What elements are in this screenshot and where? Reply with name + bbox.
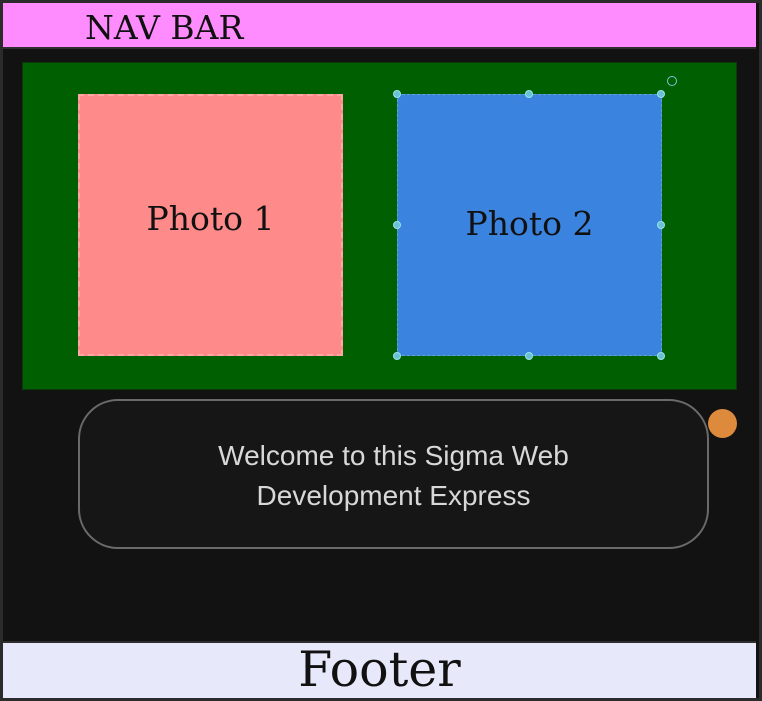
resize-handle-bottom-left[interactable]: [393, 352, 401, 360]
welcome-message-box: Welcome to this Sigma Web Development Ex…: [78, 399, 709, 549]
resize-handle-top-center[interactable]: [525, 90, 533, 98]
resize-handle-bottom-center[interactable]: [525, 352, 533, 360]
status-dot-icon: [708, 409, 737, 438]
photo-2-label: Photo 2: [465, 204, 594, 243]
photo-1-card[interactable]: Photo 1: [78, 94, 343, 356]
nav-bar[interactable]: NAV BAR: [3, 3, 756, 49]
rotate-handle-icon[interactable]: [667, 76, 677, 86]
photo-1-label: Photo 1: [146, 199, 275, 238]
resize-handle-middle-right[interactable]: [657, 221, 665, 229]
resize-handle-bottom-right[interactable]: [657, 352, 665, 360]
resize-handle-middle-left[interactable]: [393, 221, 401, 229]
footer: Footer: [3, 641, 756, 698]
resize-handle-top-left[interactable]: [393, 90, 401, 98]
photo-2-card[interactable]: Photo 2: [397, 94, 662, 356]
nav-bar-title: NAV BAR: [85, 8, 244, 47]
welcome-line-2: Development Express: [256, 480, 531, 511]
footer-text: Footer: [298, 641, 461, 698]
resize-handle-top-right[interactable]: [657, 90, 665, 98]
welcome-line-1: Welcome to this Sigma Web: [218, 440, 569, 471]
welcome-text: Welcome to this Sigma Web Development Ex…: [120, 436, 667, 516]
